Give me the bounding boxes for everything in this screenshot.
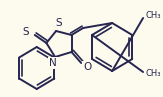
Text: S: S — [23, 27, 29, 37]
Text: S: S — [56, 18, 62, 28]
Text: CH₃: CH₃ — [145, 69, 161, 78]
Text: CH₃: CH₃ — [145, 10, 161, 19]
Text: N: N — [49, 58, 57, 68]
Text: O: O — [83, 62, 91, 72]
